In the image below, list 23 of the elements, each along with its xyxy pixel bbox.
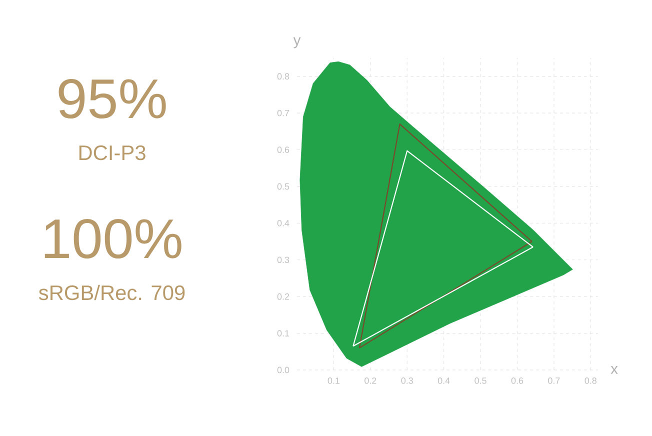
y-tick-label: 0.6 bbox=[277, 146, 290, 153]
y-tick-label: 0.4 bbox=[277, 220, 290, 226]
x-tick-label: 0.6 bbox=[511, 378, 524, 384]
y-tick-label: 0.8 bbox=[277, 73, 290, 80]
x-tick-label: 0.2 bbox=[364, 378, 376, 384]
x-axis-title: x bbox=[610, 366, 618, 374]
y-axis-title: y bbox=[293, 37, 301, 48]
y-tick-label: 0.3 bbox=[277, 256, 290, 264]
y-tick-label: 0.7 bbox=[277, 110, 290, 116]
x-tick-label: 0.5 bbox=[474, 378, 486, 384]
y-tick-label: 0.1 bbox=[277, 330, 290, 336]
x-tick-label: 0.4 bbox=[438, 378, 450, 384]
x-tick-label: 0.8 bbox=[584, 378, 596, 384]
y-tick-label: 0.5 bbox=[277, 183, 290, 190]
y-tick-label: 0.0 bbox=[277, 366, 290, 374]
y-tick-label: 0.2 bbox=[277, 293, 290, 300]
x-tick-label: 0.3 bbox=[401, 378, 413, 384]
x-tick-label: 0.1 bbox=[328, 378, 340, 384]
text: 100% bbox=[44, 219, 182, 259]
text: 95% bbox=[58, 79, 166, 119]
text: sRGB/Rec. 709 bbox=[38, 284, 185, 300]
x-tick-label: 0.7 bbox=[548, 378, 560, 384]
text: DCI-P3 bbox=[79, 145, 146, 160]
